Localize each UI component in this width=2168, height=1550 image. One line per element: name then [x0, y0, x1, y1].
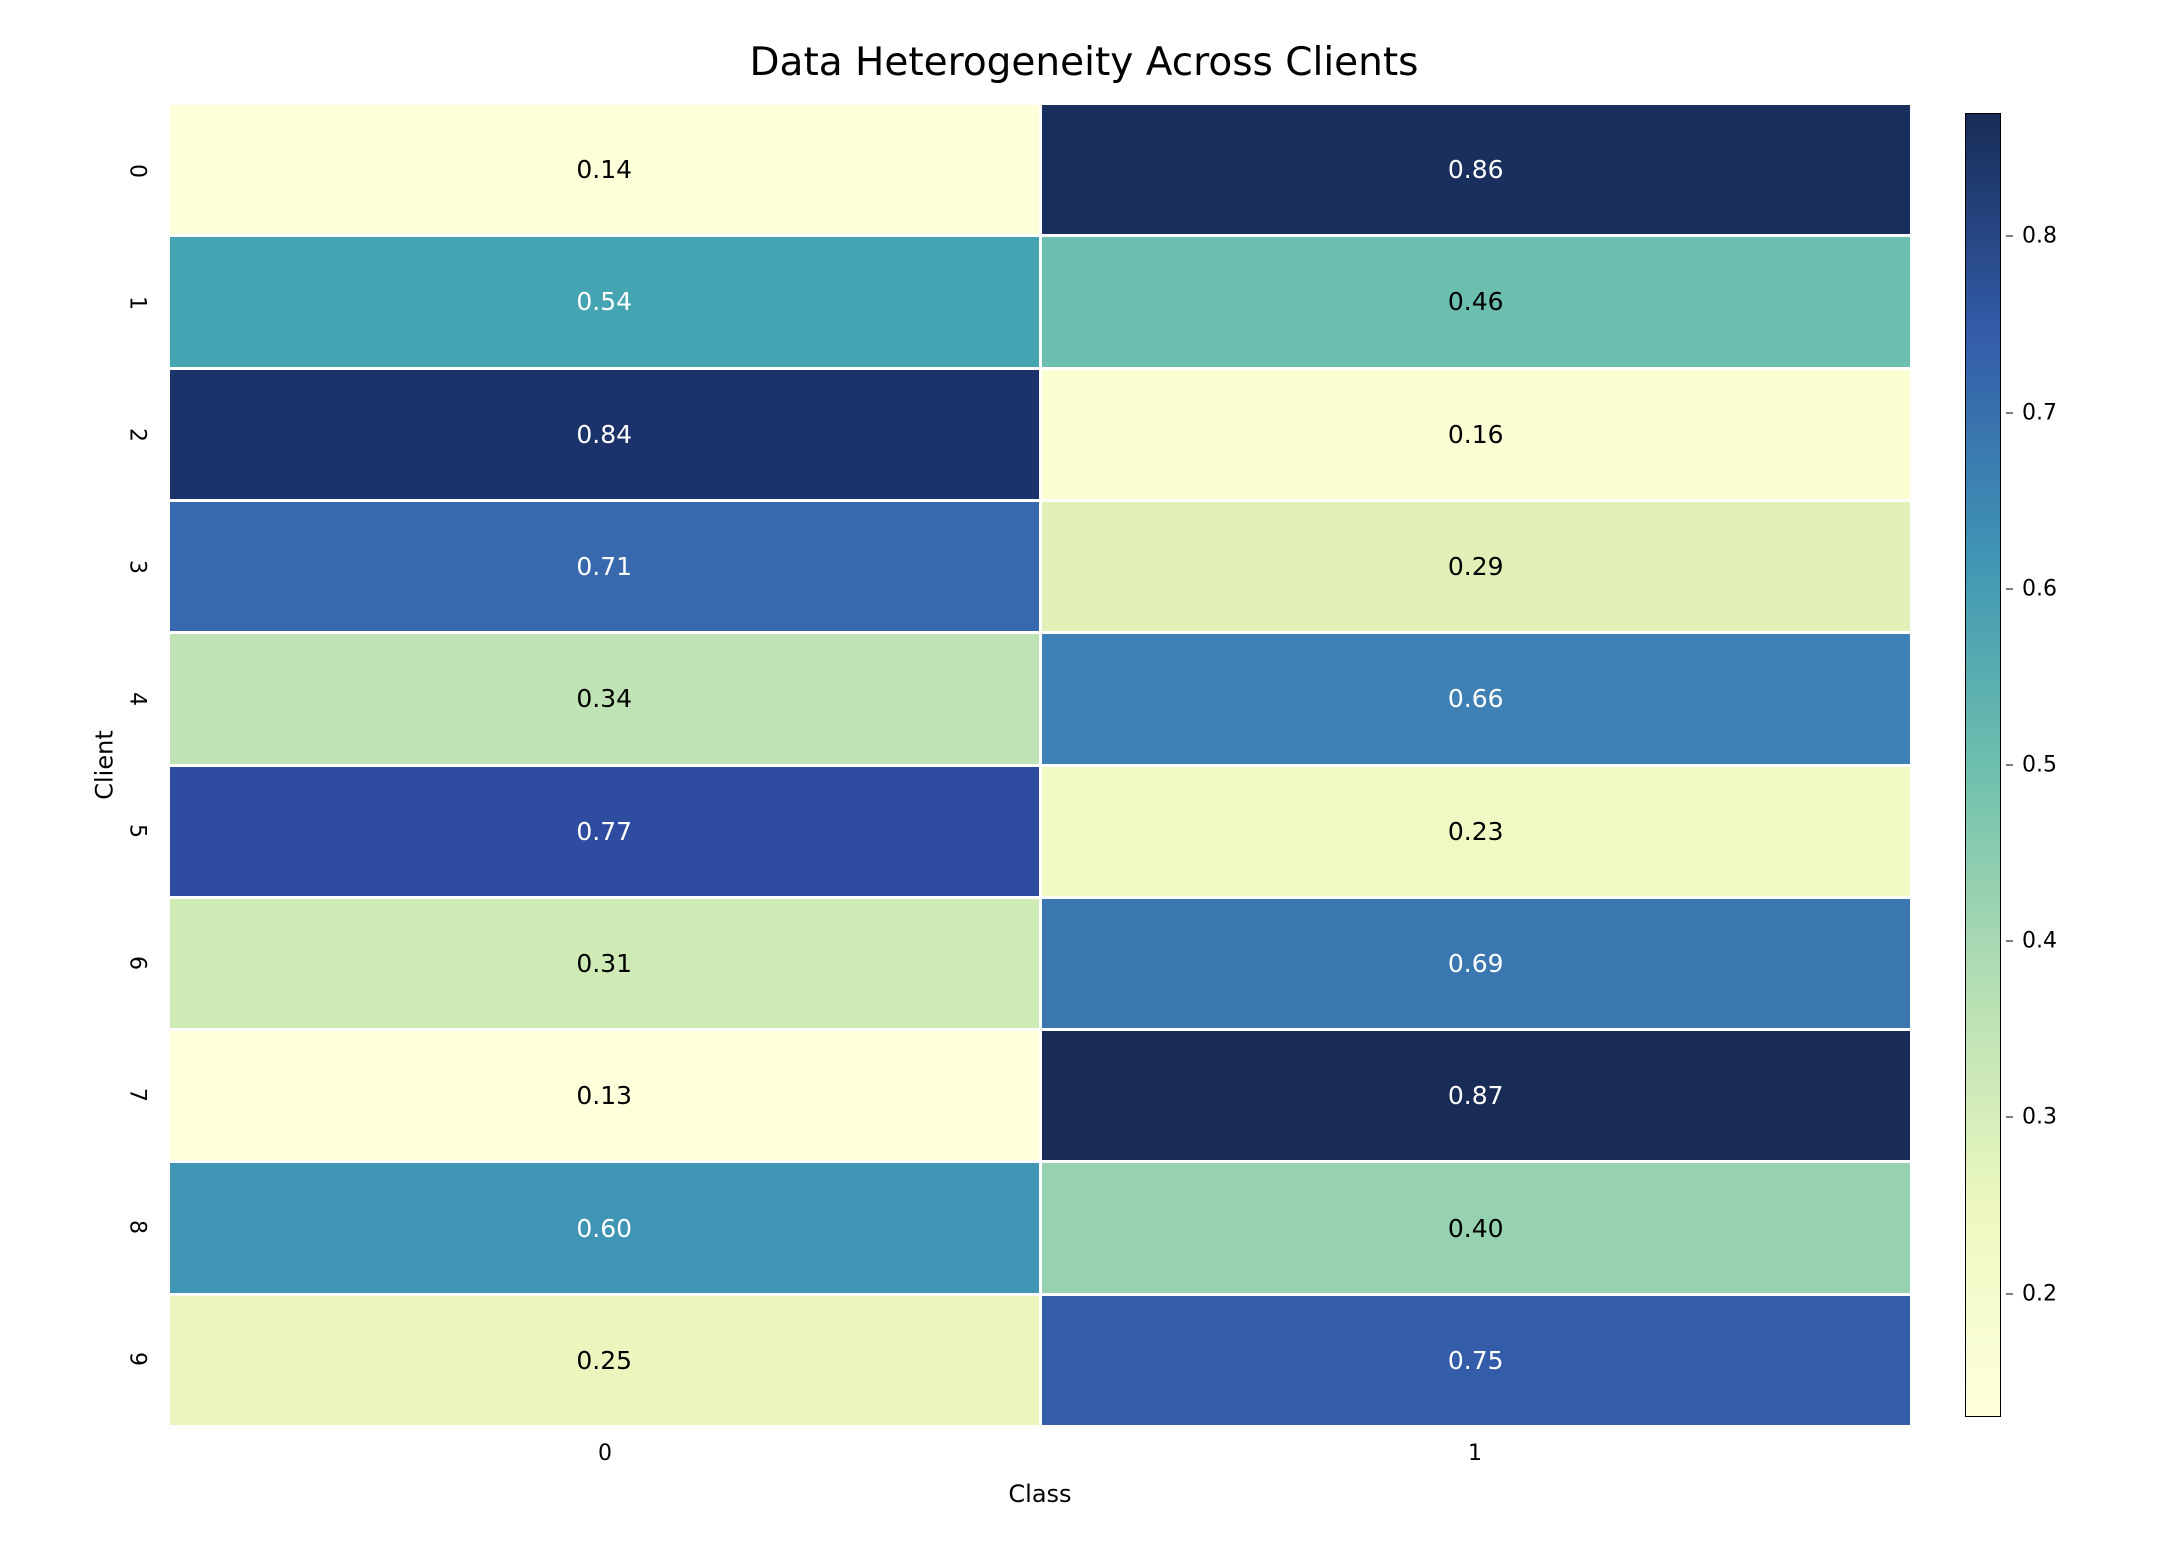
heatmap-cell: 0.46 — [1042, 237, 1911, 366]
colorbar-tick: 0.8 — [2006, 224, 2057, 249]
heatmap-figure: Data Heterogeneity Across Clients 0.140.… — [40, 40, 2128, 1510]
colorbar-tick: 0.2 — [2006, 1281, 2057, 1306]
heatmap-cell: 0.60 — [170, 1163, 1039, 1292]
colorbar-ticks: 0.2 0.3 0.4 0.5 0.6 0.7 0.8 — [2006, 113, 2116, 1417]
colorbar-tick: 0.6 — [2006, 576, 2057, 601]
x-ticks: 01 — [170, 1435, 1910, 1465]
heatmap-cell: 0.25 — [170, 1296, 1039, 1425]
heatmap-cell: 0.16 — [1042, 370, 1911, 499]
heatmap-cell: 0.84 — [170, 370, 1039, 499]
x-tick-label: 1 — [1468, 1441, 1482, 1466]
heatmap-cell: 0.29 — [1042, 502, 1911, 631]
colorbar-tick: 0.4 — [2006, 929, 2057, 954]
colorbar — [1965, 113, 2001, 1417]
heatmap-cell: 0.34 — [170, 634, 1039, 763]
chart-title: Data Heterogeneity Across Clients — [40, 40, 2128, 85]
colorbar-tick: 0.3 — [2006, 1105, 2057, 1130]
x-axis-label: Class — [170, 1480, 1910, 1508]
heatmap-cell: 0.87 — [1042, 1031, 1911, 1160]
heatmap-cell: 0.54 — [170, 237, 1039, 366]
y-axis-label: Client — [70, 105, 139, 1425]
heatmap-cell: 0.86 — [1042, 105, 1911, 234]
heatmap-cell: 0.14 — [170, 105, 1039, 234]
heatmap-cell: 0.13 — [170, 1031, 1039, 1160]
x-tick-label: 0 — [598, 1441, 612, 1466]
colorbar-tick: 0.5 — [2006, 753, 2057, 778]
heatmap-cell: 0.40 — [1042, 1163, 1911, 1292]
heatmap-cell: 0.71 — [170, 502, 1039, 631]
heatmap-grid: 0.140.860.540.460.840.160.710.290.340.66… — [170, 105, 1910, 1425]
heatmap-cell: 0.75 — [1042, 1296, 1911, 1425]
plot-area: 0.140.860.540.460.840.160.710.290.340.66… — [170, 105, 1910, 1425]
heatmap-cell: 0.69 — [1042, 899, 1911, 1028]
colorbar-gradient — [1966, 114, 2000, 1416]
y-axis-label-text: Client — [91, 730, 119, 799]
heatmap-cell: 0.31 — [170, 899, 1039, 1028]
heatmap-cell: 0.23 — [1042, 767, 1911, 896]
heatmap-cell: 0.77 — [170, 767, 1039, 896]
colorbar-tick: 0.7 — [2006, 400, 2057, 425]
heatmap-cell: 0.66 — [1042, 634, 1911, 763]
